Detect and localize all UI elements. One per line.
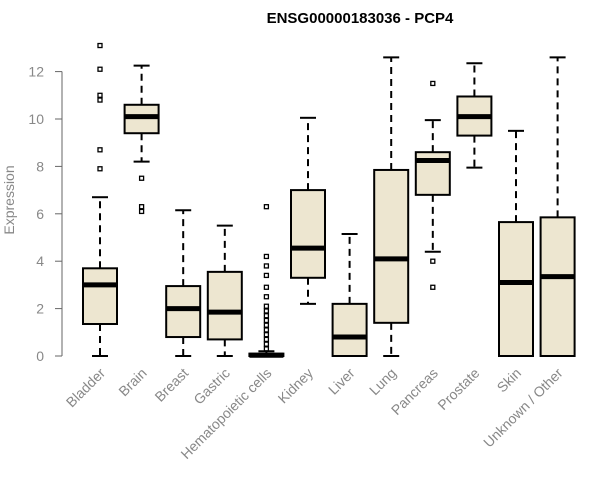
box-group [498,129,534,357]
y-axis-ticks: 0 2 4 6 8 10 12 [28,64,62,364]
y-tick-label: 4 [36,253,44,269]
outlier-point [97,166,103,172]
outlier-point [263,346,270,352]
x-category-label: Bladder [63,365,109,411]
x-category-label: Skin [494,365,525,396]
outlier-point [263,263,270,269]
outlier-point [263,317,270,324]
outlier-point [263,294,270,300]
outlier-point [263,303,270,309]
iqr-box [539,216,576,357]
outlier-point [263,341,270,347]
outlier-point [263,327,270,333]
outlier-point [97,42,103,49]
outlier-point [263,272,270,279]
box-group [539,56,576,357]
y-tick-label: 6 [36,206,44,222]
outlier-point [263,284,270,290]
outlier-point [97,97,103,103]
iqr-box [290,189,326,279]
box-group [82,42,118,357]
box-group [331,232,368,357]
x-category-label: Unknown / Other [480,365,566,451]
iqr-box [165,285,202,339]
y-tick-label: 0 [36,348,44,364]
x-category-label: Prostate [434,365,482,413]
outlier-point [97,66,103,72]
x-category-label: Liver [325,365,358,398]
box-group [206,224,243,357]
iqr-box [206,270,243,341]
y-tick-label: 10 [28,111,44,127]
outlier-point [430,258,436,264]
outlier-point [263,336,270,343]
iqr-box [373,168,410,324]
outlier-point [138,204,145,210]
outlier-point [138,208,145,215]
box-group [123,64,160,215]
iqr-box [82,267,118,326]
y-tick-label: 8 [36,158,44,174]
box-group [456,62,493,169]
x-category-label: Brain [115,365,149,399]
iqr-box [331,302,368,357]
outlier-point [263,313,270,319]
outlier-point [138,175,145,181]
x-category-label: Lung [366,365,399,398]
x-category-label: Kidney [275,365,317,407]
outlier-point [430,284,436,290]
y-tick-label: 12 [28,64,44,80]
box-group [165,209,202,357]
x-category-label: Breast [151,365,191,405]
outlier-point [263,322,270,328]
y-tick-label: 2 [36,301,44,317]
outlier-point [263,332,270,338]
outlier-point [263,308,270,314]
iqr-box [498,221,534,357]
outlier-point [263,253,270,260]
chart-title: ENSG00000183036 - PCP4 [267,10,454,27]
outlier-point [430,80,436,87]
outlier-point [263,204,270,210]
box-group [248,204,285,358]
outlier-point [97,147,103,153]
y-axis-label: Expression [1,165,17,234]
box-group [414,80,451,290]
outlier-point [97,92,103,98]
box-group [290,116,326,305]
box-group [373,56,410,357]
boxplot-series [82,42,576,358]
